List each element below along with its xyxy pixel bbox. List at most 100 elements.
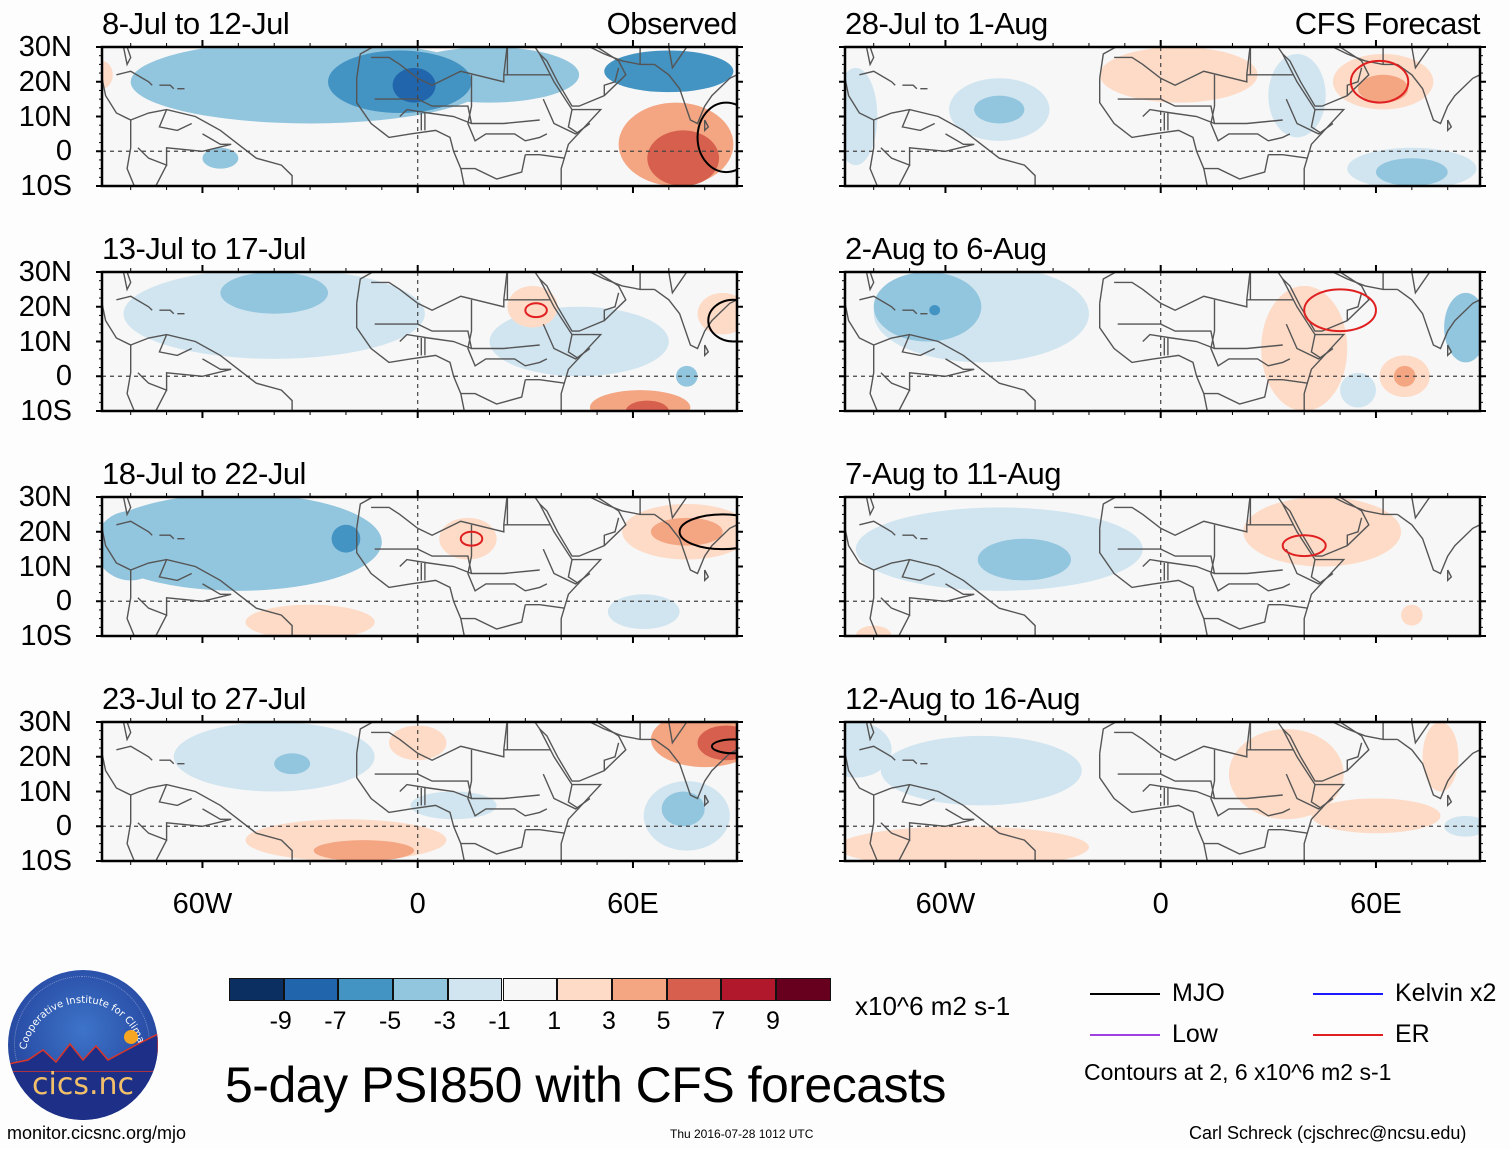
country-border xyxy=(603,292,620,321)
country-border xyxy=(901,334,936,357)
panel-title: 28-Jul to 1-Aug xyxy=(845,6,1048,41)
coastline xyxy=(159,84,175,90)
coastline xyxy=(126,570,135,636)
country-border xyxy=(1346,67,1363,96)
country-border xyxy=(901,784,936,807)
positive-anomaly-region xyxy=(102,60,113,89)
negative-anomaly-region xyxy=(410,791,497,820)
colorbar-swatch xyxy=(666,978,722,1001)
country-border xyxy=(525,153,565,159)
cics-logo: Cooperative Institute for Climate and Sa… xyxy=(8,970,158,1120)
legend-line-kelvin-x2 xyxy=(1313,993,1383,995)
coastline xyxy=(654,288,737,350)
country-border xyxy=(525,378,565,384)
country-border xyxy=(542,548,591,585)
mjo-contour xyxy=(707,298,737,343)
coastline xyxy=(869,570,878,636)
coastline xyxy=(869,120,878,186)
country-border xyxy=(374,98,540,125)
coastline xyxy=(704,344,710,358)
coastline xyxy=(539,272,627,332)
coastline xyxy=(126,120,135,186)
positive-anomaly-region xyxy=(389,725,447,761)
negative-anomaly-region xyxy=(607,594,680,630)
positive-anomaly-region xyxy=(439,517,497,560)
coastline xyxy=(902,534,918,540)
mjo-contour xyxy=(710,738,737,755)
country-border xyxy=(1346,292,1363,321)
country-border xyxy=(1411,47,1431,70)
map-panel xyxy=(839,40,1486,193)
y-tick-label: 10N xyxy=(18,100,72,133)
coastline xyxy=(159,534,175,540)
coastline xyxy=(859,520,896,536)
country-border xyxy=(1142,108,1215,125)
country-border xyxy=(567,559,580,585)
coastline xyxy=(159,759,175,765)
coastline xyxy=(902,309,918,315)
coastline xyxy=(859,70,896,86)
positive-anomaly-region xyxy=(1311,798,1441,834)
country-border xyxy=(155,389,168,411)
country-border xyxy=(1268,378,1308,384)
coastline xyxy=(859,745,896,761)
country-border xyxy=(542,323,591,360)
panel-label: Observed xyxy=(606,6,738,41)
country-border xyxy=(1210,524,1291,592)
legend-line-mjo xyxy=(1090,993,1160,995)
coastline xyxy=(845,78,875,121)
colorbar-swatch xyxy=(557,978,612,1001)
country-border xyxy=(525,828,565,834)
colorbar-swatch xyxy=(611,978,667,1001)
colorbar-tick-label: 3 xyxy=(601,1007,616,1035)
coastline xyxy=(1397,738,1480,800)
colorbar-tick-label: -9 xyxy=(269,1007,292,1035)
country-border xyxy=(467,749,548,817)
country-border xyxy=(467,74,548,142)
coastline xyxy=(1332,47,1398,66)
colorbar-tick-label: 9 xyxy=(766,1007,780,1035)
legend-label: MJO xyxy=(1172,979,1225,1007)
country-border xyxy=(1346,517,1363,546)
logo-sun xyxy=(124,1030,138,1044)
positive-anomaly-region xyxy=(313,840,415,861)
coastline xyxy=(356,722,603,861)
positive-anomaly-region xyxy=(647,130,720,186)
coastline xyxy=(902,84,918,90)
country-border xyxy=(1285,548,1334,585)
x-tick-label: 60W xyxy=(915,888,976,920)
y-tick-label: 30N xyxy=(18,706,72,738)
contour-note: Contours at 2, 6 x10^6 m2 s-1 xyxy=(1084,1059,1392,1085)
country-border xyxy=(1203,154,1269,180)
positive-anomaly-region xyxy=(1393,365,1416,387)
y-tick-label: 10N xyxy=(18,775,72,808)
x-tick-label: 0 xyxy=(1152,888,1169,920)
country-border xyxy=(460,829,526,855)
colorbar-tick-label: 5 xyxy=(656,1007,671,1035)
colorbar-tick-label: -5 xyxy=(378,1007,402,1035)
colorbar-swatch xyxy=(721,978,776,1001)
coastline xyxy=(102,753,132,796)
negative-anomaly-region xyxy=(974,95,1025,124)
coastline xyxy=(1332,272,1398,291)
country-border xyxy=(603,67,620,96)
coastline xyxy=(356,497,603,636)
country-border xyxy=(155,614,168,636)
map-panel xyxy=(839,715,1486,868)
logo-mountains xyxy=(8,1033,158,1072)
country-border xyxy=(399,333,472,350)
coastline xyxy=(1282,272,1370,332)
colorbar-tick-label: -1 xyxy=(488,1007,511,1035)
country-border xyxy=(542,773,591,810)
coastline xyxy=(654,513,737,575)
colorbar-tick-label: -3 xyxy=(433,1007,456,1035)
negative-anomaly-region xyxy=(331,524,361,553)
country-border xyxy=(1203,379,1269,405)
coastline xyxy=(865,272,875,292)
coastline xyxy=(116,745,153,761)
negative-anomaly-region xyxy=(1340,372,1376,408)
coastline xyxy=(1098,78,1208,186)
colorbar-swatch xyxy=(393,978,448,1001)
source-url[interactable]: monitor.cicsnc.org/mjo xyxy=(7,1123,187,1143)
coastline xyxy=(1099,47,1346,186)
